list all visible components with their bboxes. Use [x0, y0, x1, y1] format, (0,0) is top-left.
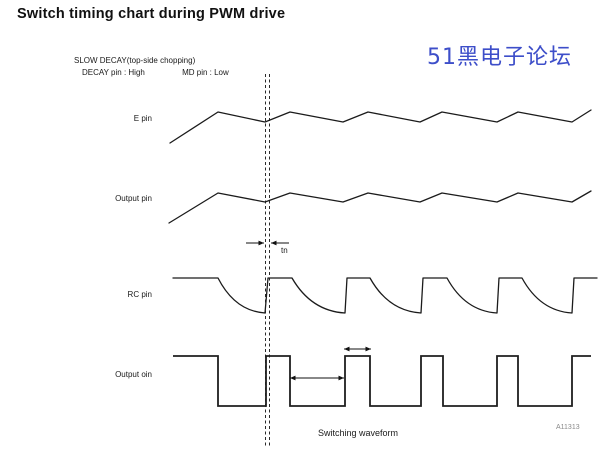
arrowhead	[338, 375, 344, 381]
arrowhead	[290, 375, 296, 381]
output-pin-trace	[168, 190, 592, 224]
md-pin-state: MD pin : Low	[182, 68, 229, 77]
signal-label-output-pin: Output pin	[115, 194, 152, 203]
signal-label-output-oin: Output oin	[115, 370, 152, 379]
forum-watermark: 51黑电子论坛	[427, 45, 572, 70]
arrowhead	[365, 346, 371, 352]
arrowhead	[258, 240, 264, 246]
chart-caption: Switching waveform	[318, 428, 399, 438]
figure-number: A11313	[556, 424, 580, 431]
e-pin-trace	[169, 109, 592, 144]
decay-mode-heading: SLOW DECAY(top-side chopping)	[74, 56, 196, 65]
signal-label-e-pin: E pin	[133, 114, 152, 123]
arrowhead	[271, 240, 277, 246]
signal-label-rc-pin: RC pin	[127, 290, 152, 299]
tn-interval-label: tn	[281, 246, 288, 255]
output-square-trace	[173, 355, 591, 407]
page-title: Switch timing chart during PWM drive	[17, 6, 286, 22]
pin-state-heading: DECAY pin : High MD pin : Low	[82, 68, 229, 77]
arrowhead	[344, 346, 350, 352]
decay-pin-state: DECAY pin : High	[82, 68, 145, 77]
rc-pin-trace	[172, 277, 598, 314]
